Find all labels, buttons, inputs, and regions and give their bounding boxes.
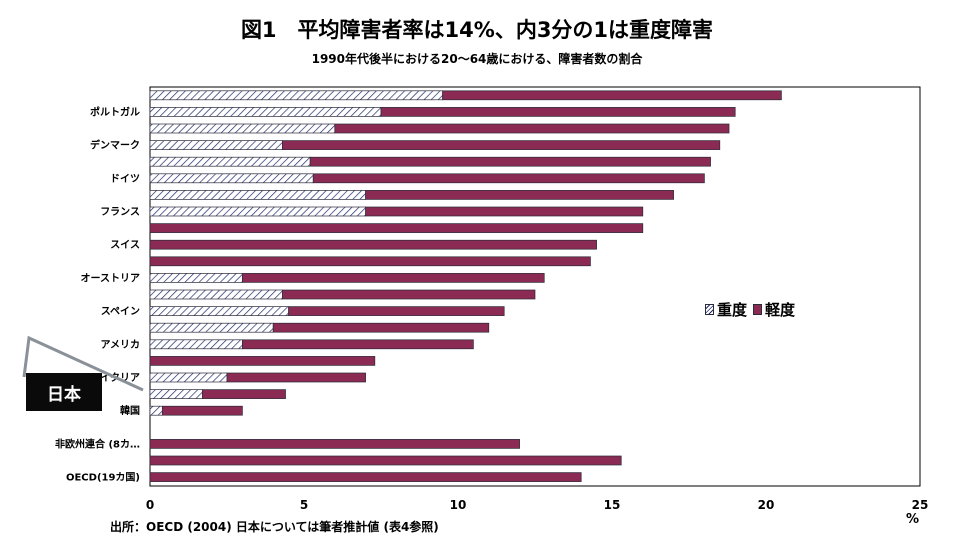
bar-severe-12 — [149, 289, 283, 300]
bar-mild-13 — [288, 306, 505, 316]
bar-mild-4 — [309, 156, 711, 167]
bar-severe-18 — [149, 389, 203, 399]
bar-severe-15 — [149, 339, 243, 350]
bar-severe-0 — [149, 90, 443, 101]
legend-item-severe: 重度 — [704, 299, 747, 320]
x-tick-label-1: 5 — [300, 498, 308, 512]
bar-severe-14 — [149, 322, 274, 333]
category-label-7: フランス — [100, 206, 140, 218]
x-tick-label-0: 0 — [146, 498, 154, 512]
bar-mild-5 — [312, 173, 705, 184]
bar-mild-3 — [282, 140, 721, 150]
bar-severe-3 — [149, 140, 283, 150]
bar-mild-9 — [149, 239, 597, 250]
japan-callout-label: 日本 — [26, 373, 102, 411]
category-label-1: ポルトガル — [90, 105, 140, 118]
bar-mild-23 — [149, 472, 582, 482]
legend-item-mild: 軽度 — [753, 299, 795, 320]
chart-title: 図1 平均障害者率は14%、内3分の1は重度障害 — [240, 18, 714, 42]
bar-severe-5 — [149, 173, 314, 184]
bar-mild-7 — [365, 206, 644, 217]
japan-callout-pointer — [22, 335, 144, 392]
bar-severe-2 — [149, 123, 336, 134]
category-label-23: OECD(19カ国) — [66, 472, 140, 484]
chart-subtitle: 1990年代後半における20～64歳における、障害者数の割合 — [311, 52, 643, 66]
bar-severe-19 — [149, 405, 163, 416]
bar-mild-15 — [242, 339, 474, 350]
x-tick-label-5: 25 — [912, 498, 929, 512]
bar-mild-22 — [149, 455, 622, 466]
x-tick-label-4: 20 — [758, 498, 775, 512]
bar-mild-12 — [282, 289, 536, 300]
bar-severe-11 — [149, 273, 243, 283]
bar-mild-10 — [149, 256, 591, 267]
category-label-21: 非欧州連合 (8カ… — [55, 437, 140, 450]
bar-mild-18 — [202, 389, 286, 399]
legend: 重度 軽度 — [690, 291, 810, 327]
category-label-3: デンマーク — [90, 139, 140, 152]
category-label-19: 韓国 — [120, 404, 140, 417]
bar-severe-7 — [149, 206, 366, 217]
bar-mild-19 — [161, 405, 243, 416]
bar-mild-6 — [365, 190, 674, 200]
bar-severe-4 — [149, 156, 311, 167]
bar-mild-16 — [149, 356, 376, 366]
x-tick-label-3: 15 — [604, 498, 621, 512]
bar-severe-17 — [149, 372, 228, 383]
bar-mild-8 — [149, 223, 644, 233]
category-label-9: スイス — [110, 239, 140, 251]
bar-severe-1 — [149, 107, 382, 117]
category-label-15: アメリカ — [101, 339, 141, 351]
category-label-11: オーストリア — [81, 272, 141, 284]
bar-severe-6 — [149, 190, 366, 200]
bar-mild-1 — [380, 107, 736, 117]
bar-mild-11 — [242, 273, 545, 283]
bar-mild-0 — [442, 90, 782, 101]
x-tick-label-2: 10 — [450, 498, 467, 512]
bar-mild-14 — [272, 322, 490, 333]
category-label-5: ドイツ — [110, 173, 140, 185]
legend-label-mild: 軽度 — [765, 300, 796, 319]
plot-area — [149, 86, 921, 487]
legend-label-severe: 重度 — [716, 300, 747, 319]
bar-mild-21 — [149, 439, 520, 449]
x-axis-unit: % — [906, 512, 920, 527]
legend-swatch-severe — [704, 303, 714, 315]
bar-mild-17 — [226, 372, 366, 383]
source-note: 出所：OECD (2004) 日本については筆者推計値 (表4参照) — [110, 520, 439, 534]
legend-swatch-mild — [753, 303, 762, 315]
bar-mild-2 — [334, 123, 730, 134]
bar-severe-13 — [149, 306, 289, 316]
category-label-13: スペイン — [101, 306, 140, 318]
